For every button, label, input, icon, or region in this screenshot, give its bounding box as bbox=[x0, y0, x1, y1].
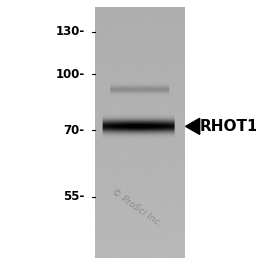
Text: 70-: 70- bbox=[63, 124, 84, 137]
Text: © ProSci Inc.: © ProSci Inc. bbox=[110, 187, 164, 228]
Text: 130-: 130- bbox=[55, 26, 84, 38]
Text: RHOT1: RHOT1 bbox=[200, 119, 256, 134]
Polygon shape bbox=[186, 118, 200, 134]
Text: 55-: 55- bbox=[63, 190, 84, 203]
Text: 100-: 100- bbox=[55, 68, 84, 81]
